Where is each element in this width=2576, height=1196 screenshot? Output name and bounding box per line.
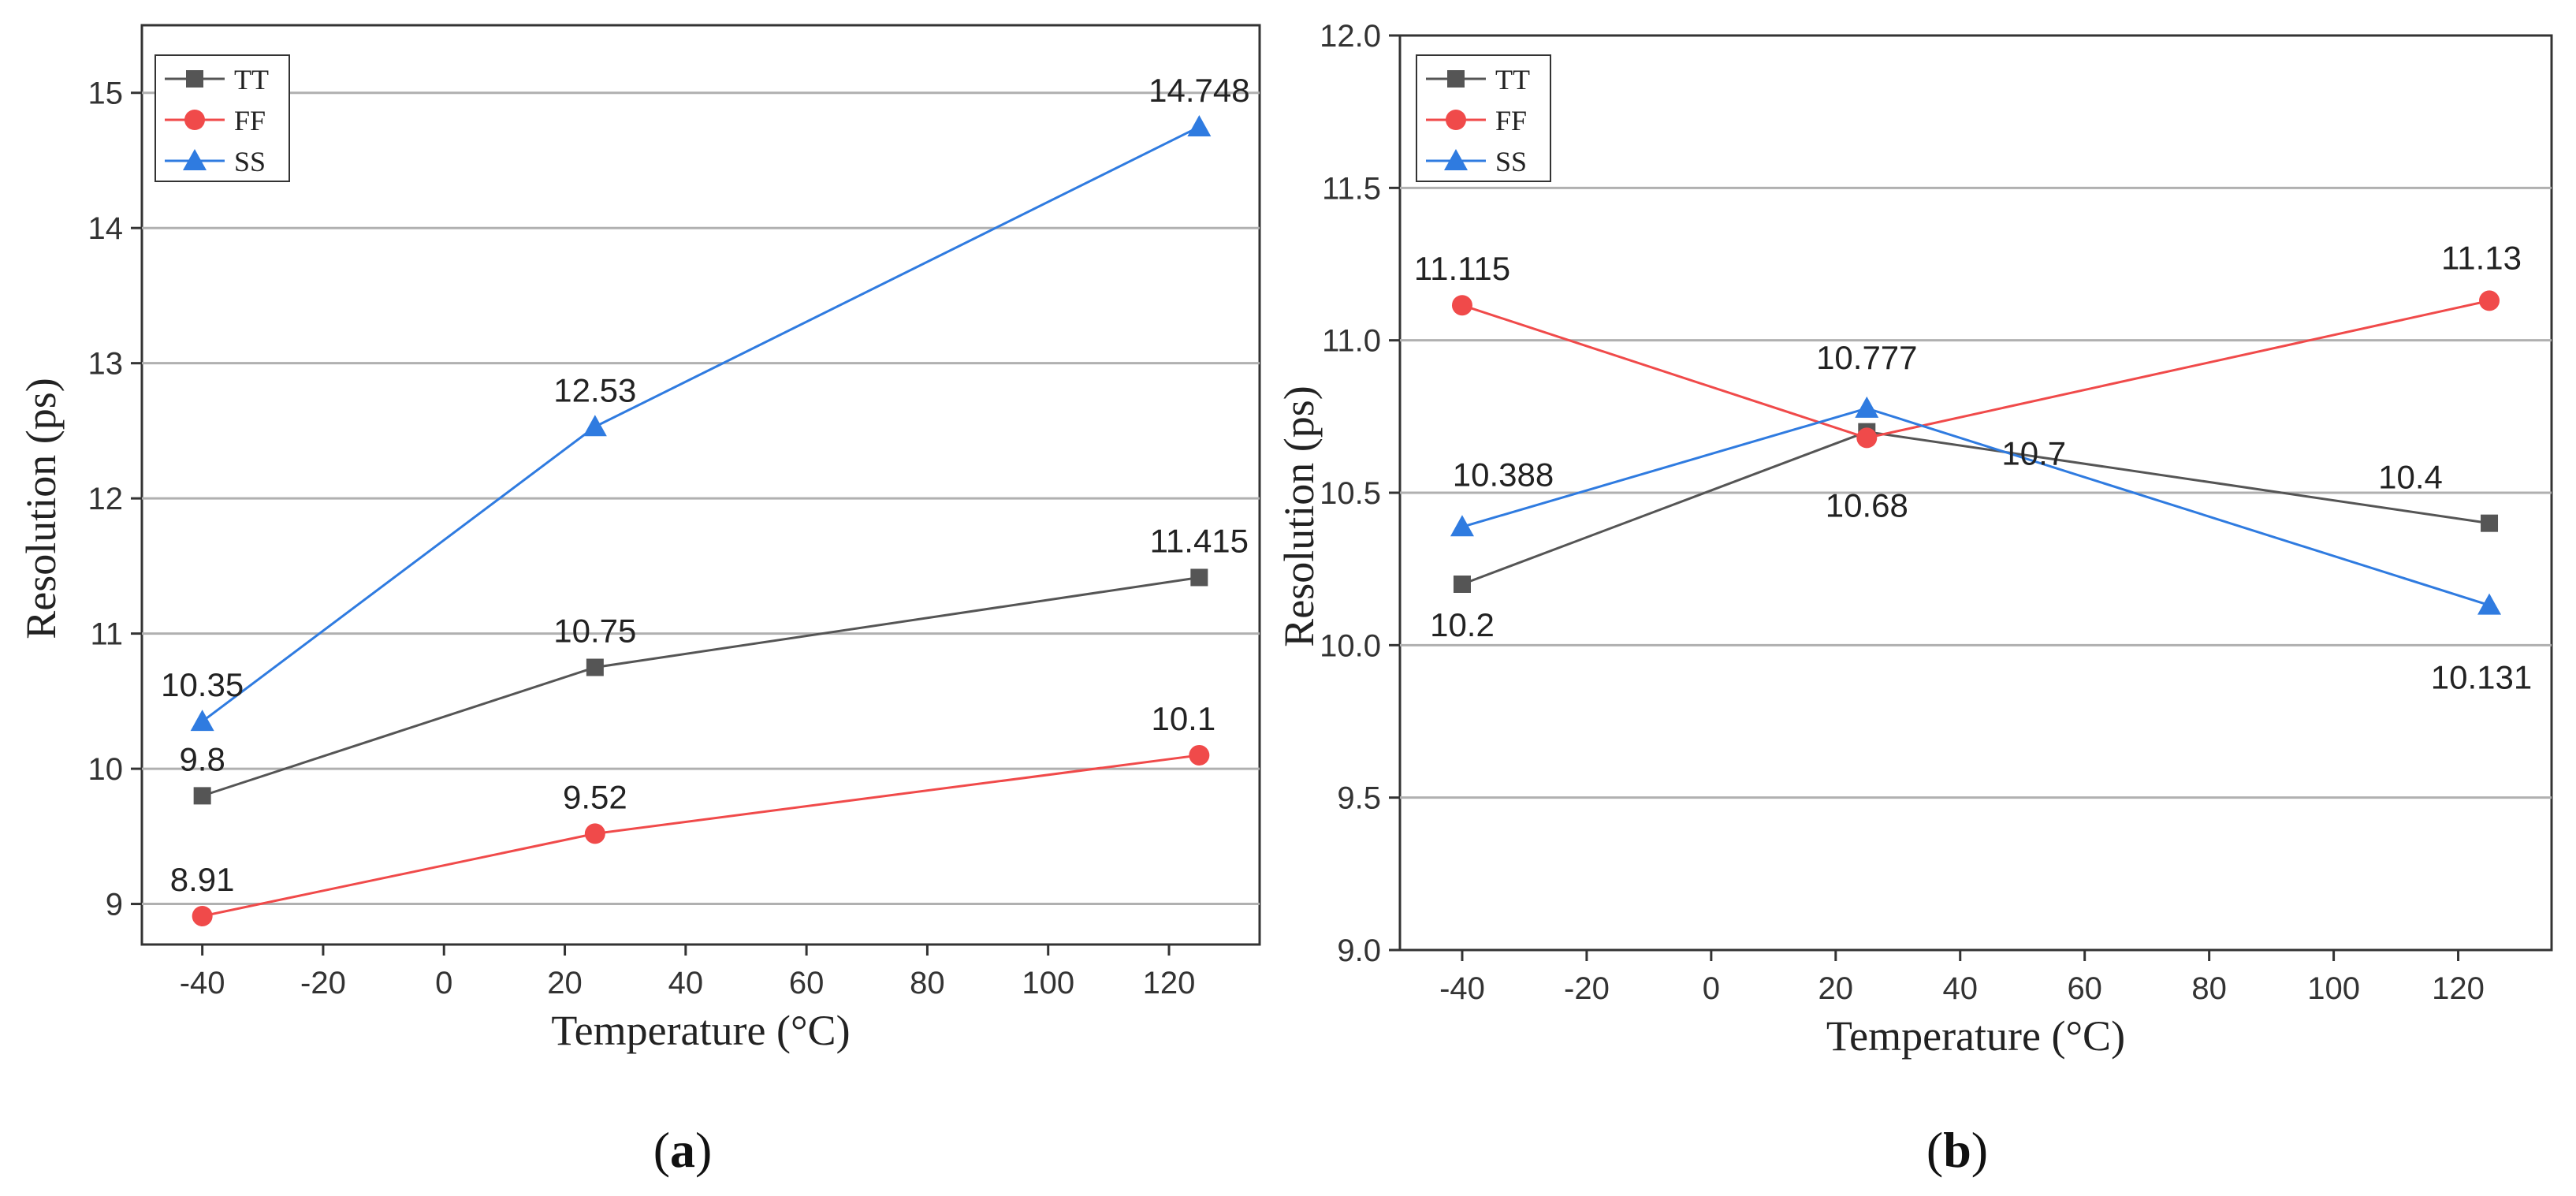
y-tick-label: 13	[88, 347, 124, 382]
x-tick-label: -20	[300, 966, 346, 1000]
y-tick-label: 12.0	[1320, 19, 1381, 54]
data-point-ff	[584, 823, 605, 844]
x-tick-label: 100	[2307, 971, 2360, 1006]
data-label-ff: 10.68	[1826, 486, 1908, 523]
data-point-ff	[192, 905, 213, 926]
x-tick-label: 20	[547, 966, 583, 1000]
legend: TT FF SS	[1416, 54, 1551, 182]
panel-caption-b: (b)	[1926, 1122, 1988, 1178]
data-label-ff: 8.91	[170, 861, 235, 898]
x-tick-label: 120	[2432, 971, 2485, 1006]
y-tick-label: 12	[88, 482, 124, 516]
data-point-ss	[1855, 396, 1879, 418]
y-tick-label: 10.0	[1320, 628, 1381, 663]
data-label-tt: 10.7	[2001, 435, 2066, 472]
y-tick-label: 10	[88, 752, 124, 787]
data-point-tt	[1190, 568, 1208, 587]
data-point-ff	[1189, 744, 1210, 766]
data-label-ss: 10.35	[161, 666, 244, 703]
y-tick-label: 11.0	[1322, 324, 1381, 359]
legend-label-ff: FF	[1495, 105, 1527, 136]
y-tick-label: 15	[88, 76, 124, 111]
x-tick-label: 40	[668, 966, 704, 1000]
data-label-tt: 10.75	[553, 612, 636, 649]
data-point-ss	[2477, 593, 2502, 615]
y-tick-label: 11	[90, 617, 123, 652]
x-tick-label: 0	[1703, 971, 1720, 1006]
data-label-tt: 10.4	[2378, 459, 2443, 496]
y-tick-label: 9.0	[1337, 933, 1381, 968]
plot-frame	[140, 24, 1261, 946]
data-point-tt	[2481, 514, 2499, 532]
legend-marker-tt	[1447, 70, 1465, 88]
chart-a: 9 10 11 12 13 14 15 -40 -20 0 20 40 60 80 100 120 Temper…	[17, 24, 1261, 1178]
legend-label-ss: SS	[1495, 146, 1527, 177]
data-point-tt	[193, 787, 211, 805]
x-tick-label: -20	[1564, 971, 1610, 1006]
x-tick-label: -40	[1439, 971, 1485, 1006]
data-point-tt	[1453, 576, 1471, 593]
legend-marker-tt	[186, 70, 203, 88]
data-point-ss	[1187, 114, 1212, 136]
x-axis-title: Temperature (°C)	[1826, 1012, 2125, 1060]
y-tick-label: 14	[88, 211, 124, 246]
legend-marker-ss	[1444, 149, 1468, 170]
x-tick-label: 60	[2067, 971, 2102, 1006]
data-label-tt: 10.2	[1430, 606, 1495, 643]
data-label-ss: 10.131	[2431, 659, 2532, 696]
x-axis-title: Temperature (°C)	[551, 1007, 850, 1054]
x-tick-label: 60	[789, 966, 825, 1000]
data-point-ff	[1451, 295, 1472, 316]
y-tick-label: 10.5	[1320, 476, 1381, 511]
y-tick-label: 9	[106, 888, 123, 922]
data-point-ff	[2479, 290, 2500, 311]
data-label-ff: 9.52	[563, 778, 627, 815]
x-tick-label: 80	[2191, 971, 2227, 1006]
data-point-ss	[190, 710, 214, 732]
legend-box	[1416, 54, 1551, 182]
legend-marker-ss	[183, 149, 207, 170]
data-label-ff: 10.1	[1151, 700, 1215, 737]
y-tick-label: 11.5	[1322, 171, 1381, 206]
data-label-ss: 10.777	[1816, 339, 1917, 376]
data-point-ff	[1856, 427, 1878, 449]
panel-caption-a: (a)	[653, 1122, 713, 1178]
legend: TT FF SS	[154, 54, 290, 182]
legend-box	[154, 54, 290, 182]
chart-b: 9.0 9.5 10.0 10.5 11.0 11.5 12.0 -40 -20 0 20 40 60 8…	[1275, 19, 2553, 1178]
legend-label-ff: FF	[234, 105, 266, 136]
x-tick-label: 0	[435, 966, 452, 1000]
legend-marker-ff	[184, 110, 205, 130]
data-label-ss: 14.748	[1148, 72, 1249, 109]
data-label-ss: 12.53	[553, 371, 636, 408]
data-label-ff: 11.115	[1414, 250, 1510, 287]
y-axis-title: Resolution (ps)	[1275, 386, 1323, 647]
x-tick-label: 120	[1143, 966, 1196, 1000]
legend-marker-ff	[1446, 110, 1466, 130]
x-tick-label: 80	[910, 966, 945, 1000]
data-label-tt: 9.8	[179, 740, 225, 777]
legend-label-tt: TT	[1495, 64, 1530, 95]
x-tick-label: -40	[180, 966, 225, 1000]
x-tick-label: 40	[1943, 971, 1979, 1006]
data-point-tt	[586, 658, 604, 676]
data-label-tt: 11.415	[1150, 522, 1249, 559]
legend-label-tt: TT	[234, 64, 269, 95]
data-label-ss: 10.388	[1453, 456, 1554, 493]
x-tick-label: 20	[1818, 971, 1854, 1006]
x-tick-label: 100	[1022, 966, 1074, 1000]
legend-label-ss: SS	[234, 146, 266, 177]
data-label-ff: 11.13	[2441, 239, 2522, 276]
y-axis-title: Resolution (ps)	[17, 378, 65, 639]
y-tick-label: 9.5	[1337, 781, 1381, 816]
data-point-ss	[583, 415, 607, 437]
data-point-ss	[1450, 515, 1474, 537]
